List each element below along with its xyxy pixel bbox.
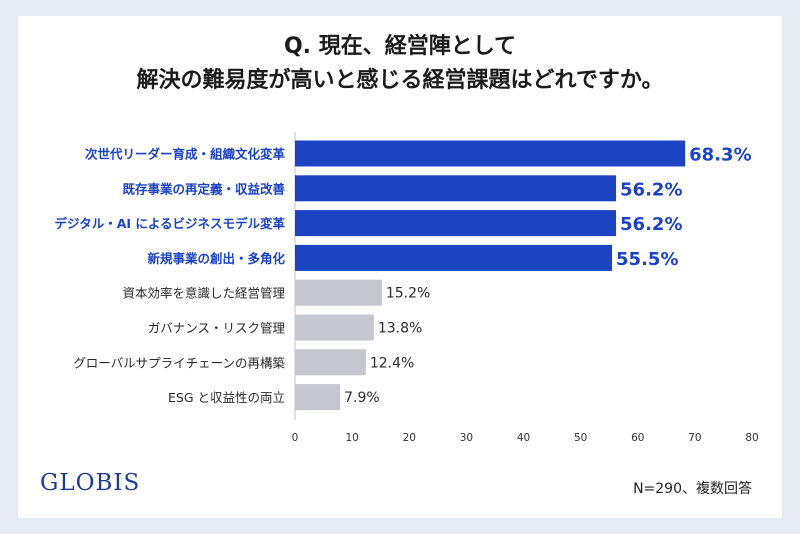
sample-note: N=290、複数回答 bbox=[633, 481, 752, 497]
category-label: 新規事業の創出・多角化 bbox=[147, 251, 285, 266]
x-tick-label: 10 bbox=[345, 432, 358, 444]
x-tick-label: 80 bbox=[745, 432, 758, 444]
x-tick-label: 70 bbox=[688, 432, 701, 444]
bar bbox=[295, 210, 617, 237]
x-tick-label: 50 bbox=[574, 432, 587, 444]
bar bbox=[295, 384, 341, 411]
bar bbox=[295, 314, 374, 341]
value-label: 7.9% bbox=[344, 390, 380, 406]
bar bbox=[295, 140, 686, 167]
category-label: 既存事業の再定義・収益改善 bbox=[122, 181, 285, 196]
value-label: 56.2% bbox=[620, 179, 682, 200]
value-label: 56.2% bbox=[620, 214, 682, 235]
category-label: グローバルサプライチェーンの再構築 bbox=[73, 355, 285, 370]
x-tick-label: 40 bbox=[517, 432, 530, 444]
bar bbox=[295, 279, 382, 306]
globis-logo: GLOBIS bbox=[40, 470, 141, 496]
x-tick-label: 30 bbox=[460, 432, 473, 444]
bar bbox=[295, 244, 613, 271]
value-label: 15.2% bbox=[386, 286, 430, 302]
category-label: ESG と収益性の両立 bbox=[168, 390, 285, 405]
chart-title: Q. 現在、経営陣として 解決の難易度が高いと感じる経営課題はどれですか。 bbox=[0, 30, 800, 98]
value-label: 12.4% bbox=[370, 355, 414, 371]
bar bbox=[295, 349, 366, 376]
x-tick-label: 60 bbox=[631, 432, 644, 444]
category-label: 資本効率を意識した経営管理 bbox=[122, 286, 285, 301]
value-label: 55.5% bbox=[616, 249, 678, 270]
x-tick-label: 0 bbox=[292, 432, 299, 444]
value-label: 13.8% bbox=[378, 321, 422, 337]
category-label: 次世代リーダー育成・組織文化変革 bbox=[85, 147, 286, 162]
title-line-1: Q. 現在、経営陣として bbox=[283, 34, 517, 59]
x-tick-label: 20 bbox=[403, 432, 416, 444]
category-label: ガバナンス・リスク管理 bbox=[148, 321, 286, 336]
category-label: デジタル・AI によるビジネスモデル変革 bbox=[54, 216, 285, 231]
value-label: 68.3% bbox=[689, 145, 751, 166]
bar bbox=[295, 175, 617, 202]
title-line-2: 解決の難易度が高いと感じる経営課題はどれですか。 bbox=[136, 68, 664, 93]
